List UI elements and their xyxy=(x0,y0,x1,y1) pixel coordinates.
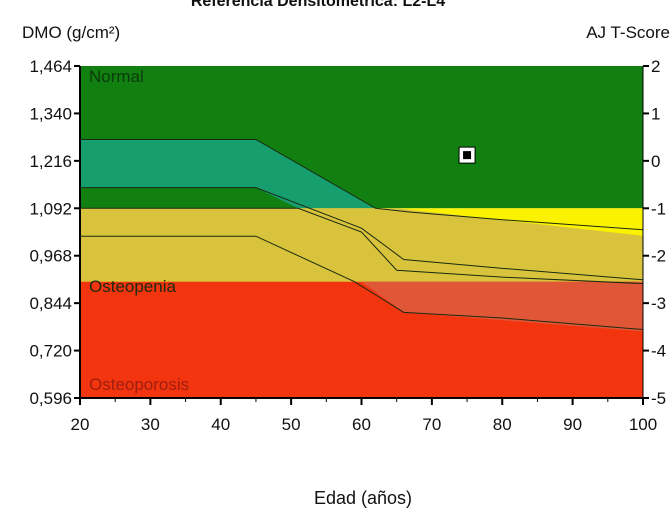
right-axis-label: AJ T-Score xyxy=(586,23,670,42)
x-tick-label: 70 xyxy=(422,415,441,434)
x-tick-label: 20 xyxy=(71,415,90,434)
zone-label-normal: Normal xyxy=(89,67,144,86)
x-tick-label: 30 xyxy=(141,415,160,434)
x-tick-label: 90 xyxy=(563,415,582,434)
x-axis-label: Edad (años) xyxy=(314,488,412,508)
patient-marker-center xyxy=(463,151,472,160)
reference-line-4 xyxy=(80,235,643,331)
y2-tick-label: -1 xyxy=(651,199,666,218)
reference-band-3 xyxy=(80,281,643,332)
chart-title: Referencia Densitométrica: L2-L4 xyxy=(191,0,445,10)
reference-band-1 xyxy=(80,139,643,209)
y2-tick-label: 0 xyxy=(651,152,660,171)
axes: 1,464 1,340 1,216 1,092 0,968 0,844 0,720 0,596… xyxy=(29,57,666,434)
y-tick-label: 0,968 xyxy=(29,247,72,266)
y-tick-label: 1,464 xyxy=(29,57,72,76)
reference-line-3 xyxy=(80,207,643,285)
x-tick-label: 60 xyxy=(352,415,371,434)
zone-label-osteopenia: Osteopenia xyxy=(89,277,176,296)
y-tick-label: 0,844 xyxy=(29,294,72,313)
y2-tick-label: -4 xyxy=(651,342,666,361)
x-tick-label: 40 xyxy=(211,415,230,434)
y-tick-label: 0,596 xyxy=(29,389,72,408)
y-tick-label: 1,092 xyxy=(29,199,72,218)
reference-band-2 xyxy=(80,208,643,282)
plot-content xyxy=(80,66,643,398)
y-tick-label: 0,720 xyxy=(29,342,72,361)
reference-line-1 xyxy=(80,138,643,231)
y-tick-label: 1,340 xyxy=(29,104,72,123)
y-tick-label: 1,216 xyxy=(29,152,72,171)
y2-tick-label: 2 xyxy=(651,57,660,76)
x-tick-label: 80 xyxy=(493,415,512,434)
reference-line-2 xyxy=(80,187,643,281)
y2-tick-label: -3 xyxy=(651,294,666,313)
y2-tick-label: -2 xyxy=(651,247,666,266)
y2-tick-label: -5 xyxy=(651,389,666,408)
x-tick-label: 50 xyxy=(282,415,301,434)
plot-area: Normal Osteopenia Osteoporosis xyxy=(80,66,643,398)
y-axis-label: DMO (g/cm²) xyxy=(22,23,120,42)
x-tick-label: 100 xyxy=(629,415,657,434)
y2-tick-label: 1 xyxy=(651,104,660,123)
zone-label-osteoporosis: Osteoporosis xyxy=(89,375,189,394)
